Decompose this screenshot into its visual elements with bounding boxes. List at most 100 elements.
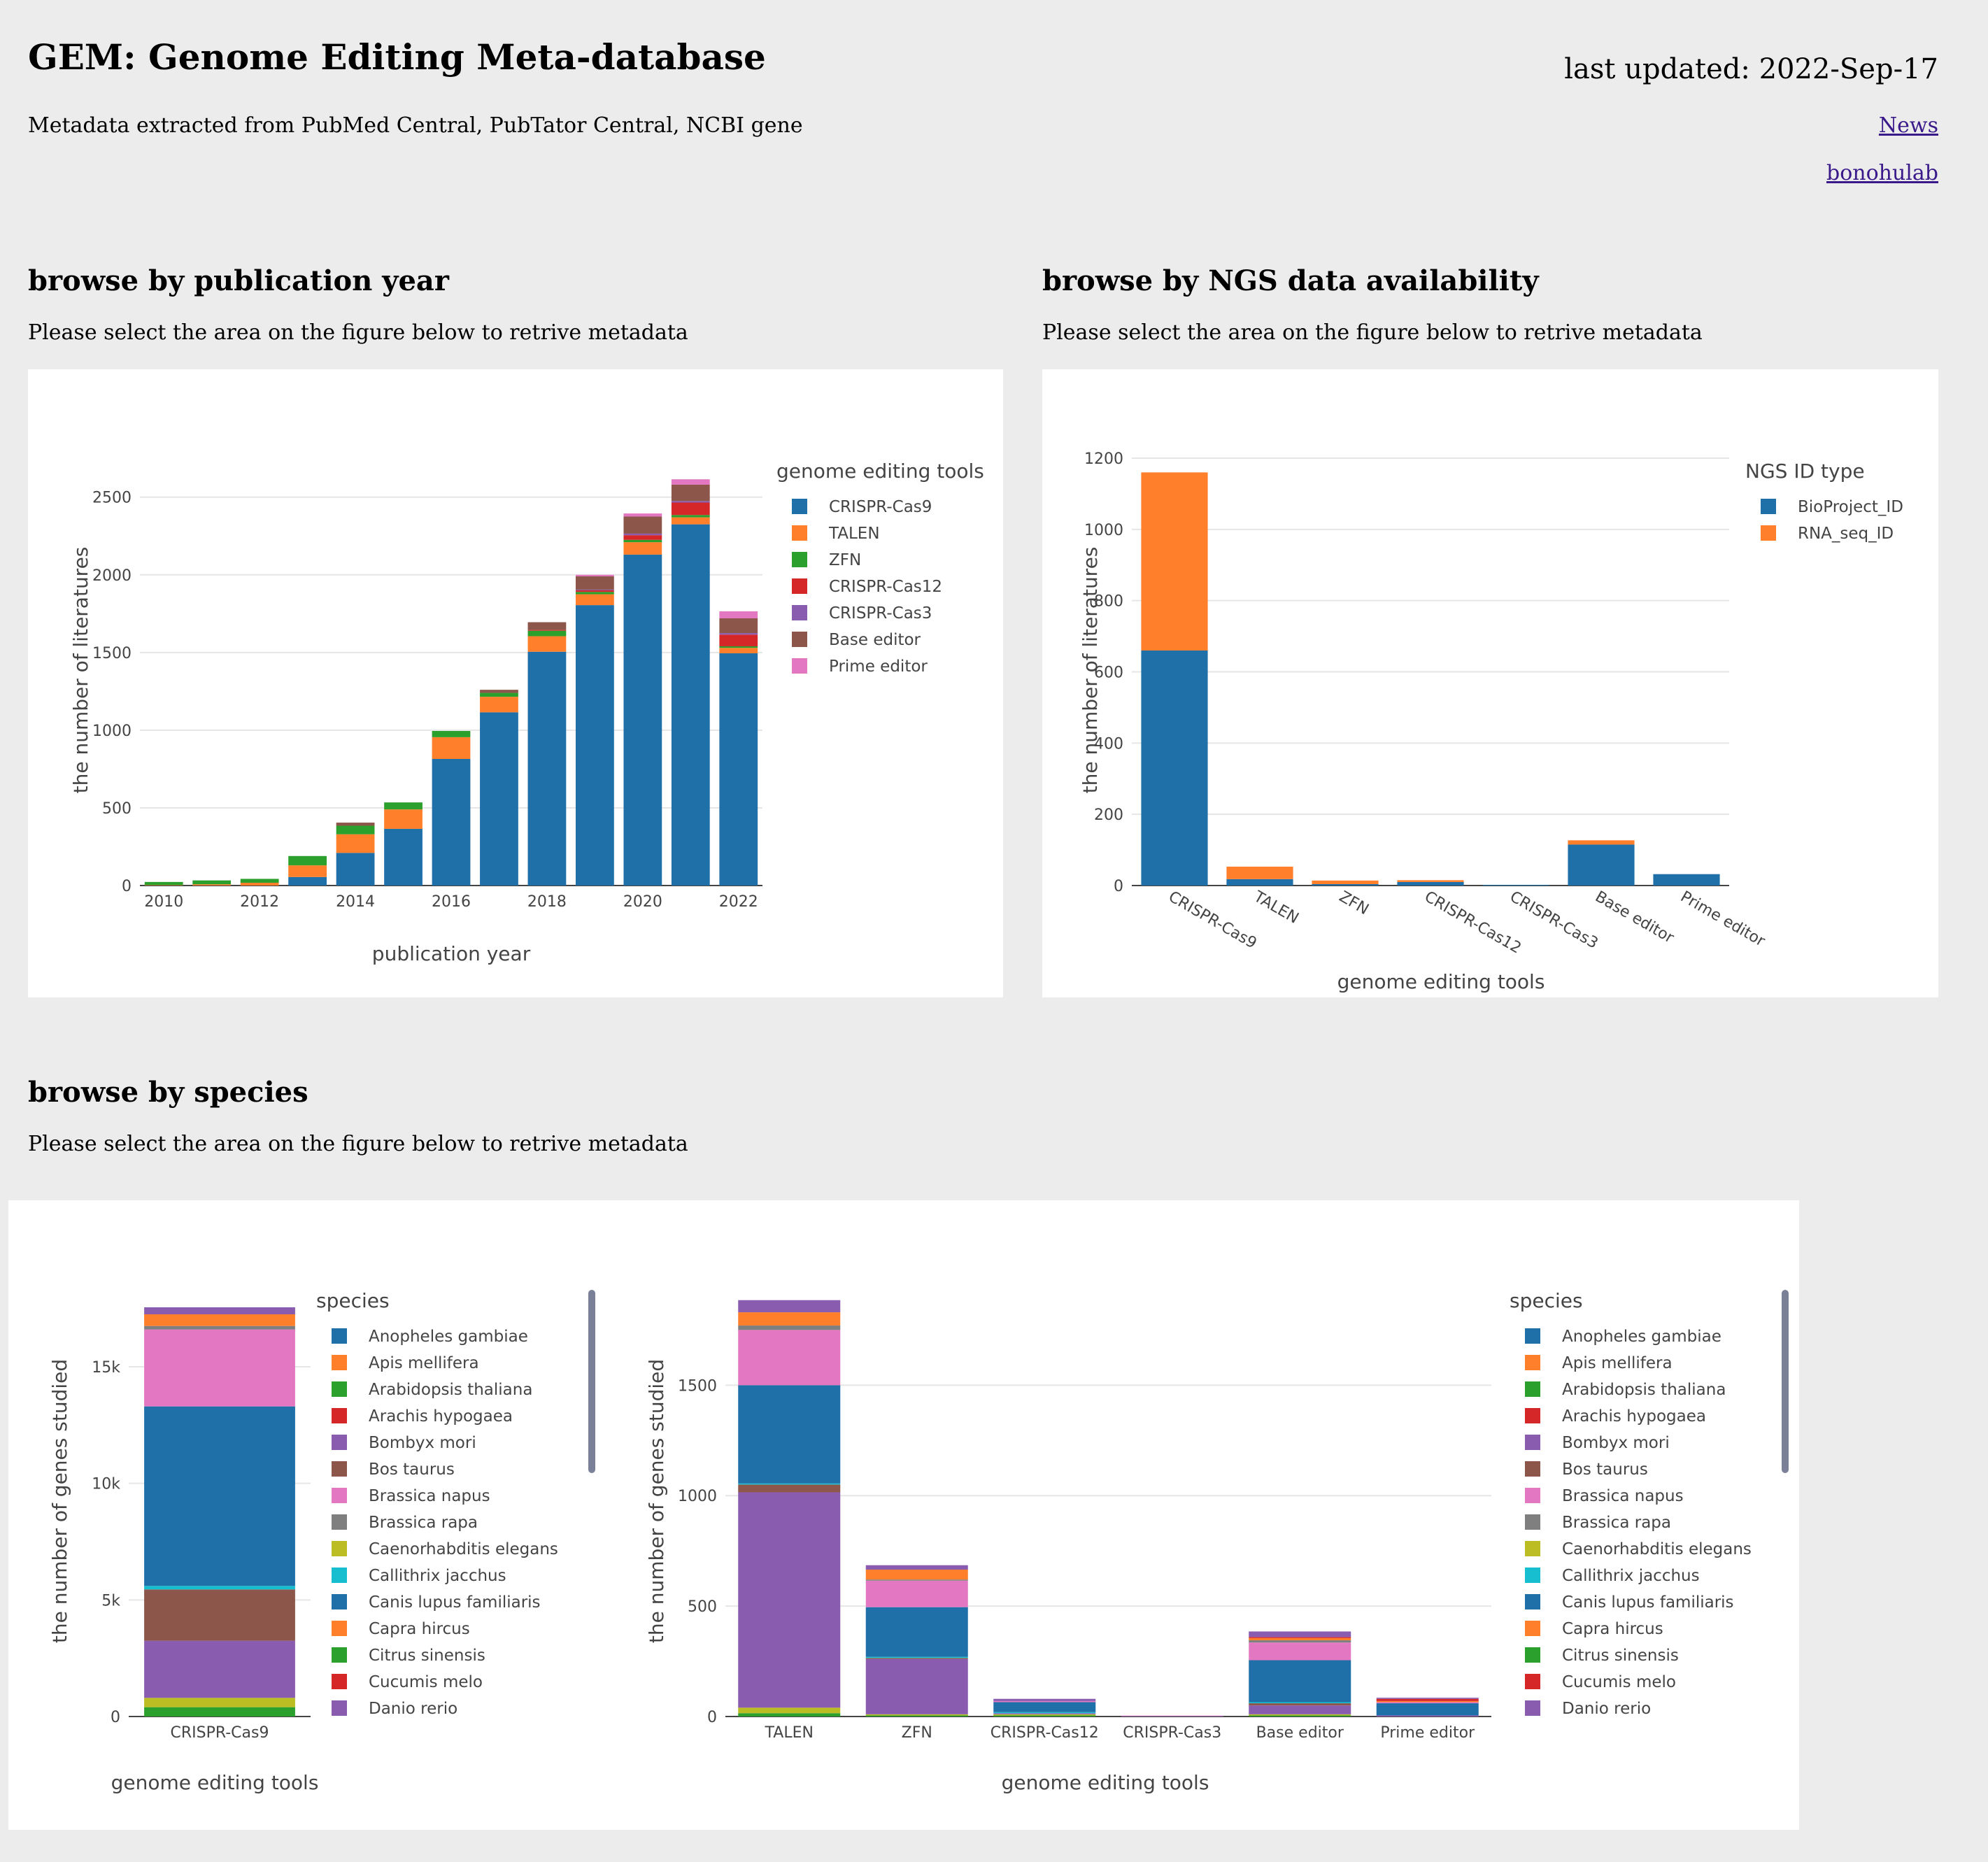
legend-swatch-cucumis-melo[interactable] [332,1674,347,1689]
bar-segment-rna-seq-id[interactable] [1312,880,1379,884]
legend-swatch-anopheles-gambiae[interactable] [332,1328,347,1344]
bar-segment-anopheles-gambiae[interactable] [993,1702,1096,1712]
bar-segment-base-editor[interactable] [671,484,710,502]
legend-swatch-bioproject-id[interactable] [1761,499,1776,514]
bar-segment-zfn[interactable] [623,539,662,543]
species-chart[interactable]: 0 5k 10k 15k CRISPR-Cas9 genome editing tools… [8,1200,1799,1830]
legend-swatch-cucumis-melo[interactable] [1525,1674,1540,1689]
bar-segment-bombyx-mori[interactable] [993,1698,1096,1701]
bar-segment-zfn[interactable] [527,630,567,637]
bar-segment-prime-editor[interactable] [623,513,662,517]
bar-segment-crispr-cas12[interactable] [623,535,662,540]
legend-swatch-brassica-napus[interactable] [1525,1488,1540,1503]
legend-scrollbar[interactable] [1782,1290,1789,1473]
bar-segment-zfn[interactable] [480,692,518,697]
bar-segment-talen[interactable] [671,517,710,525]
bar-segment-bombyx-mori[interactable] [738,1300,841,1313]
bar-segment-capra-hircus[interactable] [738,1312,841,1326]
species-chart-panel[interactable]: 0 5k 10k 15k CRISPR-Cas9 genome editing tools… [8,1200,1799,1830]
legend-swatch-brassica-rapa[interactable] [1525,1514,1540,1530]
bar-segment-prime-editor[interactable] [671,479,710,485]
bar-segment-callithrix-jacchus[interactable] [1249,1702,1351,1704]
bar-segment-anopheles-gambiae[interactable] [738,1385,841,1484]
bar-segment-rna-seq-id[interactable] [1397,880,1464,882]
legend-swatch-caenorhabditis-elegans[interactable] [1525,1541,1540,1556]
legend-swatch-canis-lupus-familiaris[interactable] [1525,1594,1540,1609]
bar-segment-crispr-cas3[interactable] [671,501,710,503]
bar-segment-crispr-cas12[interactable] [671,502,710,516]
bar-segment-crispr-cas12[interactable] [527,630,567,631]
bar-segment-bioproject-id[interactable] [1482,884,1549,886]
legend-swatch-rna-seq-id[interactable] [1761,525,1776,541]
legend-swatch-base-editor[interactable] [792,632,807,647]
bar-segment-bos-taurus[interactable] [144,1589,295,1641]
bar-segment-crispr-cas9[interactable] [384,828,423,886]
bar-segment-danio-rerio[interactable] [144,1640,295,1698]
bar-segment-danio-rerio[interactable] [1376,1715,1479,1717]
lab-link[interactable]: bonohulab [1826,161,1938,185]
legend-swatch-apis-mellifera[interactable] [1525,1355,1540,1370]
bar-segment-crispr-cas12[interactable] [719,634,758,646]
legend-swatch-talen[interactable] [792,525,807,541]
bar-segment-crispr-cas9[interactable] [719,653,758,886]
ngs-chart-panel[interactable]: 0 200 400 600 800 1000 1200 CRISPR-Cas9 TALEN ZFN… [1042,369,1938,997]
bar-segment-danio-rerio[interactable] [1121,1716,1223,1717]
bar-segment-zfn[interactable] [144,881,183,886]
bar-segment-zfn[interactable] [576,592,614,595]
bar-segment-brassica-napus[interactable] [1376,1702,1479,1704]
bar-segment-arabidopsis-thaliana[interactable] [865,1715,968,1717]
legend-scrollbar[interactable] [588,1290,595,1473]
bar-segment-talen[interactable] [240,883,279,886]
bar-segment-brassica-rapa[interactable] [144,1326,295,1330]
bar-segment-danio-rerio[interactable] [865,1658,968,1714]
legend-swatch-crispr-cas12[interactable] [792,578,807,594]
legend-swatch-arachis-hypogaea[interactable] [1525,1408,1540,1423]
legend-swatch-danio-rerio[interactable] [1525,1700,1540,1716]
legend-swatch-danio-rerio[interactable] [332,1700,347,1716]
legend-swatch-arachis-hypogaea[interactable] [332,1408,347,1423]
bar-segment-caenorhabditis-elegans[interactable] [1249,1714,1351,1716]
bar-segment-base-editor[interactable] [623,516,662,534]
bar-segment-capra-hircus[interactable] [1249,1637,1351,1641]
bar-segment-crispr-cas9[interactable] [432,758,471,886]
bar-segment-brassica-napus[interactable] [144,1329,295,1407]
news-link[interactable]: News [1878,113,1938,138]
bar-segment-bos-taurus[interactable] [738,1484,841,1493]
legend-swatch-apis-mellifera[interactable] [332,1355,347,1370]
legend-swatch-bombyx-mori[interactable] [332,1435,347,1450]
bar-segment-zfn[interactable] [288,855,327,866]
bar-segment-talen[interactable] [480,697,518,713]
bar-segment-brassica-napus[interactable] [1121,1715,1223,1717]
legend-swatch-bos-taurus[interactable] [332,1461,347,1477]
bar-segment-talen[interactable] [288,865,327,877]
bar-segment-arabidopsis-thaliana[interactable] [993,1715,1096,1717]
bar-segment-brassica-napus[interactable] [993,1700,1096,1703]
legend-swatch-bombyx-mori[interactable] [1525,1435,1540,1450]
bar-segment-capra-hircus[interactable] [1376,1700,1479,1703]
bar-segment-danio-rerio[interactable] [738,1492,841,1708]
bar-segment-anopheles-gambiae[interactable] [1249,1660,1351,1703]
bar-segment-callithrix-jacchus[interactable] [144,1586,295,1590]
bar-segment-zfn[interactable] [384,802,423,810]
bar-segment-bioproject-id[interactable] [1568,844,1635,886]
legend-swatch-crispr-cas9[interactable] [792,499,807,514]
bar-segment-talen[interactable] [336,834,375,853]
bar-segment-bioproject-id[interactable] [1312,883,1379,886]
bar-segment-talen[interactable] [144,885,183,886]
bar-segment-caenorhabditis-elegans[interactable] [144,1698,295,1707]
bar-segment-talen[interactable] [527,636,567,652]
bar-segment-danio-rerio[interactable] [993,1713,1096,1714]
bar-segment-crispr-cas9[interactable] [576,605,614,886]
bar-segment-crispr-cas9[interactable] [527,651,567,886]
bar-segment-zfn[interactable] [719,646,758,648]
bar-segment-brassica-rapa[interactable] [738,1326,841,1330]
bar-segment-base-editor[interactable] [336,823,375,826]
bar-segment-bos-taurus[interactable] [1249,1703,1351,1706]
bar-segment-arabidopsis-thaliana[interactable] [738,1713,841,1717]
legend-swatch-caenorhabditis-elegans[interactable] [332,1541,347,1556]
bar-segment-crispr-cas9[interactable] [336,853,375,886]
bar-segment-capra-hircus[interactable] [865,1570,968,1580]
bar-segment-zfn[interactable] [240,879,279,883]
legend-swatch-brassica-napus[interactable] [332,1488,347,1503]
